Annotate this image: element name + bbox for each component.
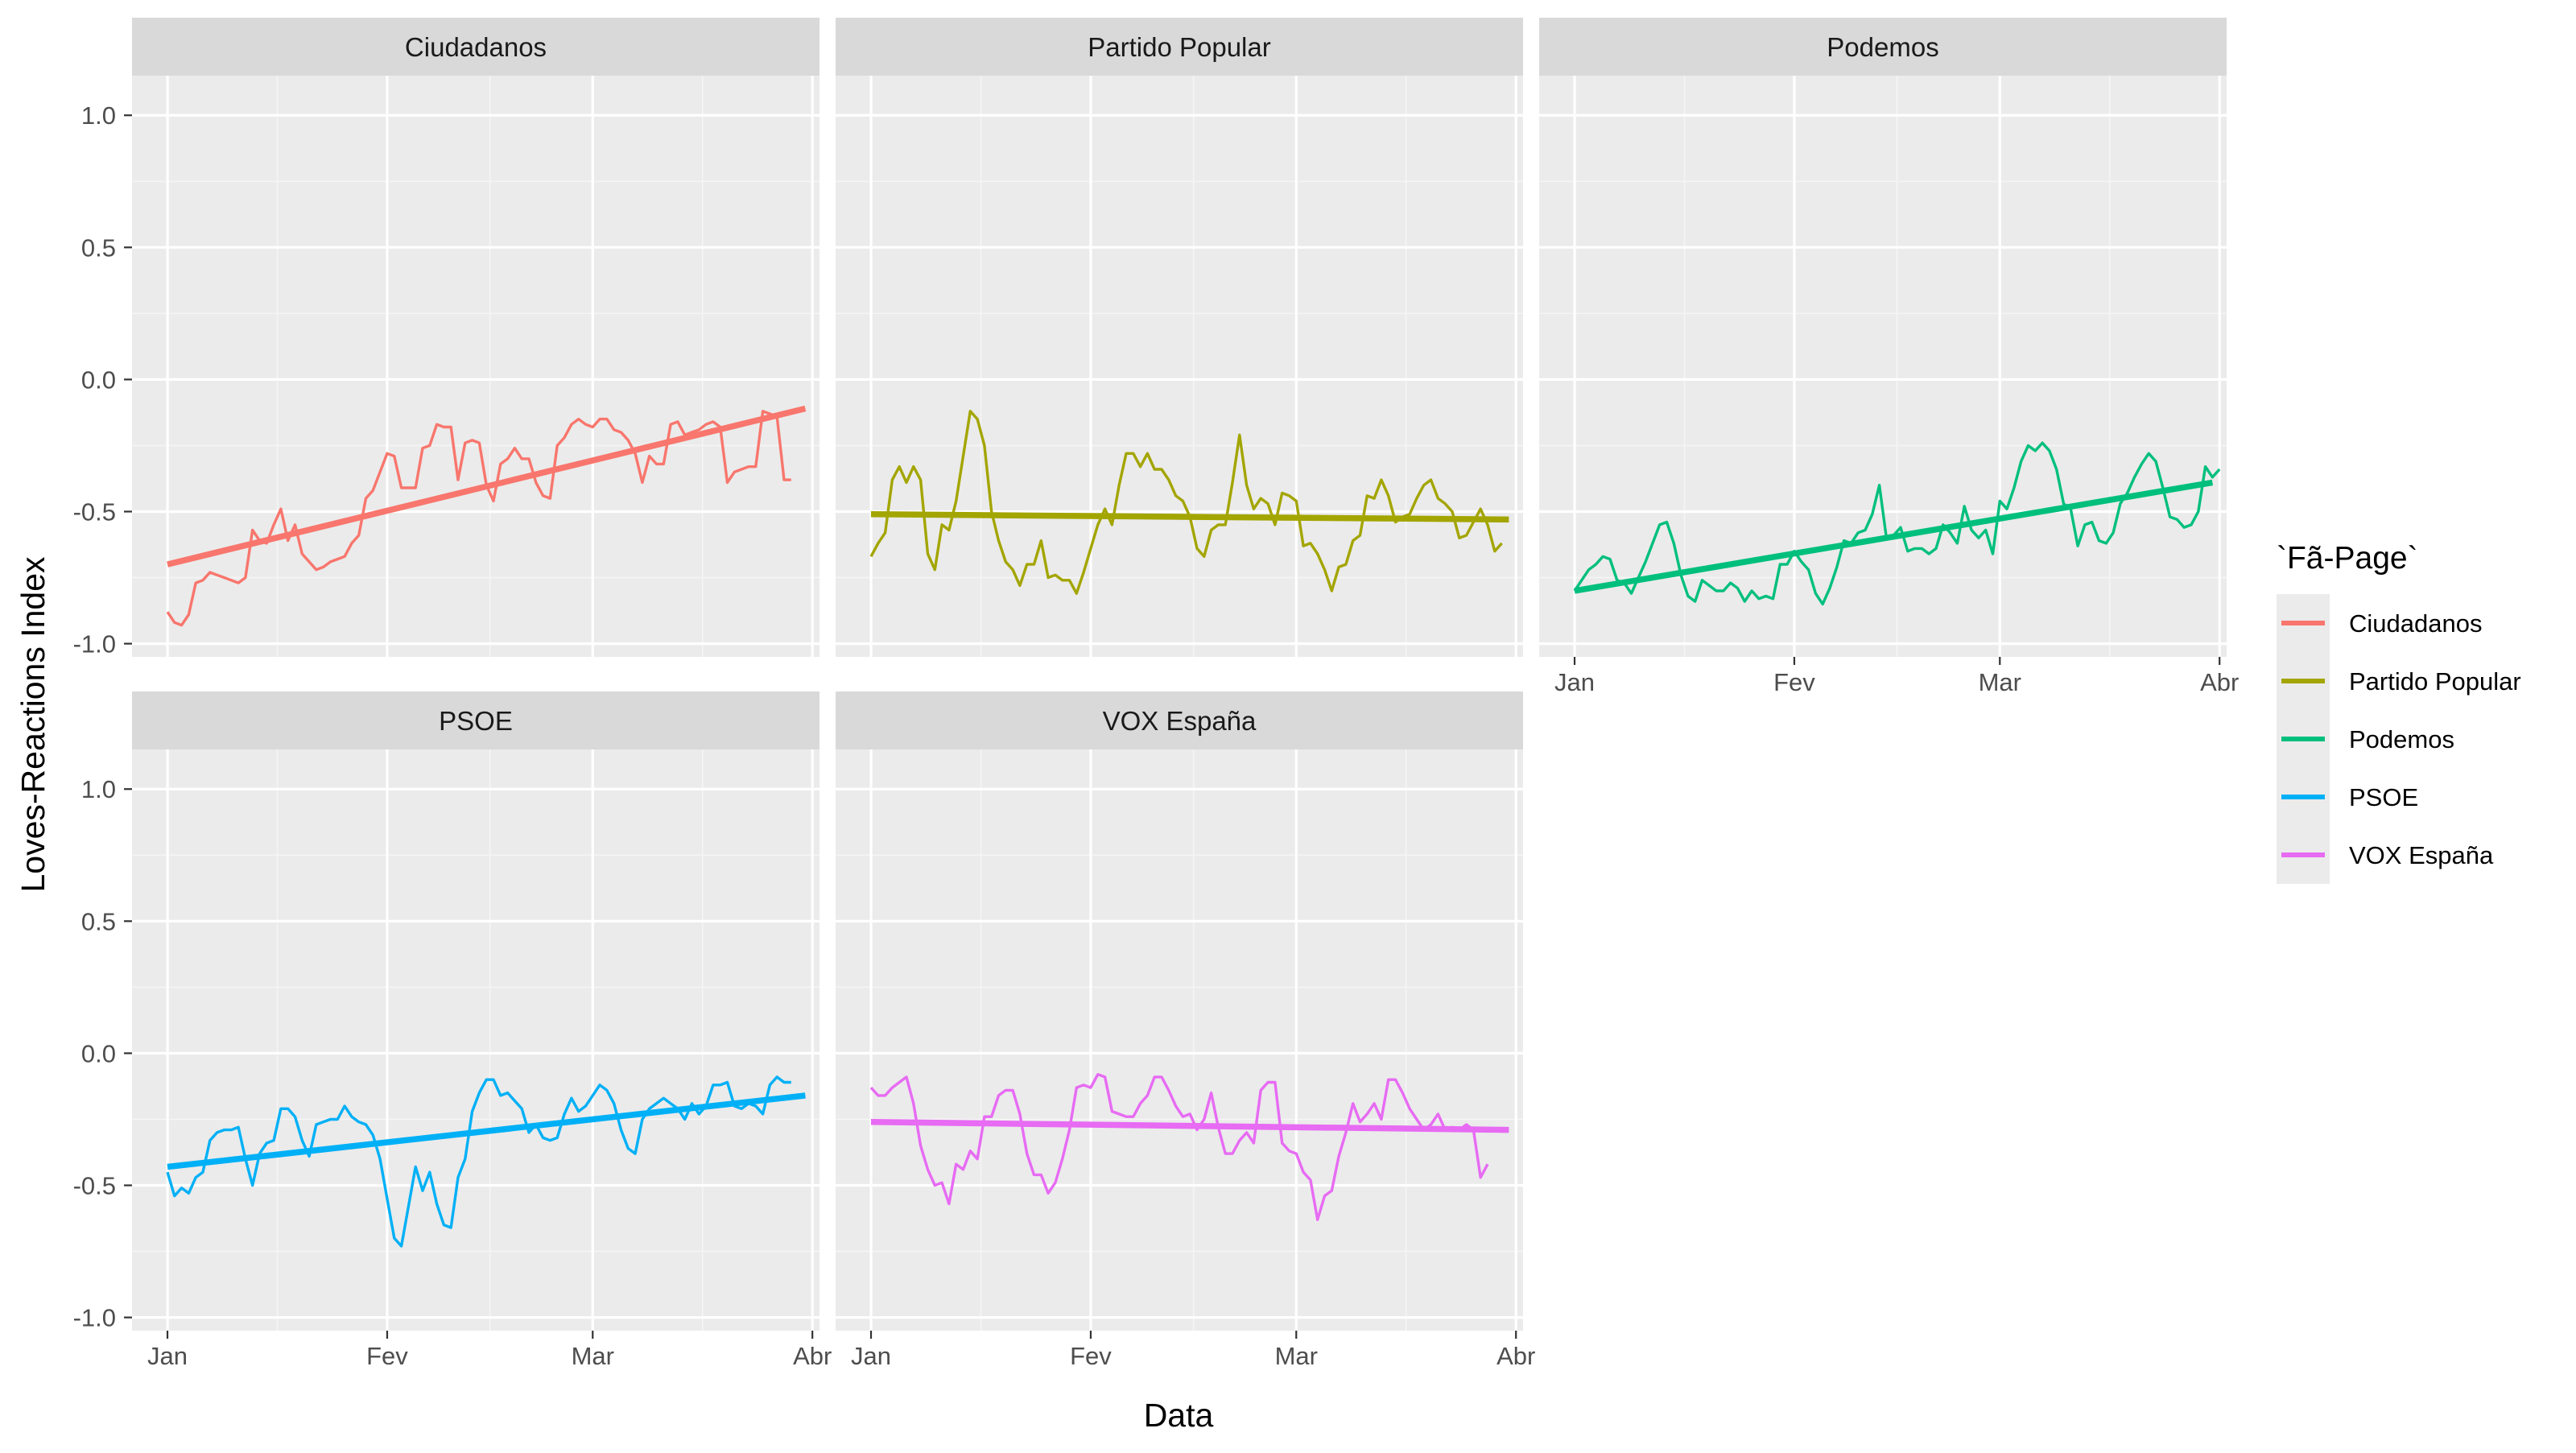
y-tick-label: 1.0 [81,775,116,803]
y-tick-label: 0.0 [81,365,116,394]
facet-panel-podemos: Podemos Jan Fev Mar Abr [1539,18,2239,696]
legend-entry-psoe: PSOE [2277,768,2418,826]
y-tick-label: 1.0 [81,101,116,130]
facet-strip-label: Ciudadanos [405,32,547,62]
facet-strip-label: VOX España [1103,706,1257,736]
legend-label: Ciudadanos [2349,609,2482,638]
panel-background [836,76,1523,657]
y-axis-title: Loves-Reactions Index [14,556,52,893]
legend-entry-vox-espana: VOX España [2277,826,2494,884]
x-tick-label: Abr [793,1342,832,1370]
y-tick-label: 0.5 [81,233,116,262]
legend-label: VOX España [2349,841,2494,869]
facet-panel-ciudadanos: Ciudadanos -1.0 -0.5 0.0 0.5 1.0 [73,18,819,658]
legend-label: PSOE [2349,783,2418,811]
legend-entry-podemos: Podemos [2277,710,2454,768]
facet-panel-psoe: PSOE -1.0 -0.5 0.0 0.5 1.0 Jan Fev Mar Abr [73,691,832,1370]
facet-strip-label: Podemos [1827,32,1938,62]
legend-label: Podemos [2349,725,2454,753]
facet-strip-label: Partido Popular [1088,32,1270,62]
panel-background [836,749,1523,1331]
facet-panel-partido-popular: Partido Popular [836,18,1523,657]
panel-background [1539,76,2227,657]
facet-strip-podemos [1539,18,2227,76]
legend: `Fã-Page` Ciudadanos Partido Popular Podem… [2277,541,2521,884]
facet-strip-partido-popular [836,18,1523,76]
legend-entry-ciudadanos: Ciudadanos [2277,594,2482,652]
y-tick-label: 0.5 [81,907,116,935]
x-tick-label: Jan [147,1342,188,1370]
trend-line-partido-popular [870,511,1509,523]
y-tick-label: -1.0 [73,1304,116,1332]
trend-line-podemos [1574,479,2214,594]
panel-background [132,76,819,657]
x-tick-label: Mar [1979,668,2021,696]
series-line-psoe [166,1075,791,1248]
trend-line-psoe [167,1092,806,1170]
y-tick-label: 0.0 [81,1039,116,1067]
legend-entry-partido-popular: Partido Popular [2277,652,2521,710]
panel-background [132,749,819,1331]
y-tick-label: -1.0 [73,630,116,658]
legend-label: Partido Popular [2349,667,2521,696]
facet-panels: Ciudadanos -1.0 -0.5 0.0 0.5 1.0 Partido Popul… [73,18,2239,1370]
x-tick-label: Fev [366,1342,408,1370]
x-tick-label: Mar [1275,1342,1318,1370]
x-tick-label: Fev [1773,668,1815,696]
x-axis-title: Data [1144,1397,1214,1434]
trend-line-vox-espana [870,1118,1509,1133]
facet-strip-psoe [132,691,819,749]
y-tick-label: -0.5 [73,1172,116,1200]
trend-line-ciudadanos [167,405,807,568]
facet-panel-vox-espana: VOX España Jan Fev Mar Abr [836,691,1535,1370]
x-tick-label: Fev [1070,1342,1112,1370]
series-line-vox-espana [869,1072,1489,1221]
series-line-podemos [1573,441,2221,606]
x-tick-label: Abr [2200,668,2239,696]
y-tick-label: -0.5 [73,498,116,526]
x-tick-label: Abr [1496,1342,1535,1370]
x-tick-label: Jan [851,1342,891,1370]
facet-strip-ciudadanos [132,18,819,76]
x-tick-label: Jan [1554,668,1595,696]
legend-title: `Fã-Page` [2277,541,2418,576]
facet-strip-vox-espana [836,691,1523,749]
series-line-ciudadanos [166,410,791,627]
facet-strip-label: PSOE [439,706,513,736]
x-tick-label: Mar [572,1342,614,1370]
